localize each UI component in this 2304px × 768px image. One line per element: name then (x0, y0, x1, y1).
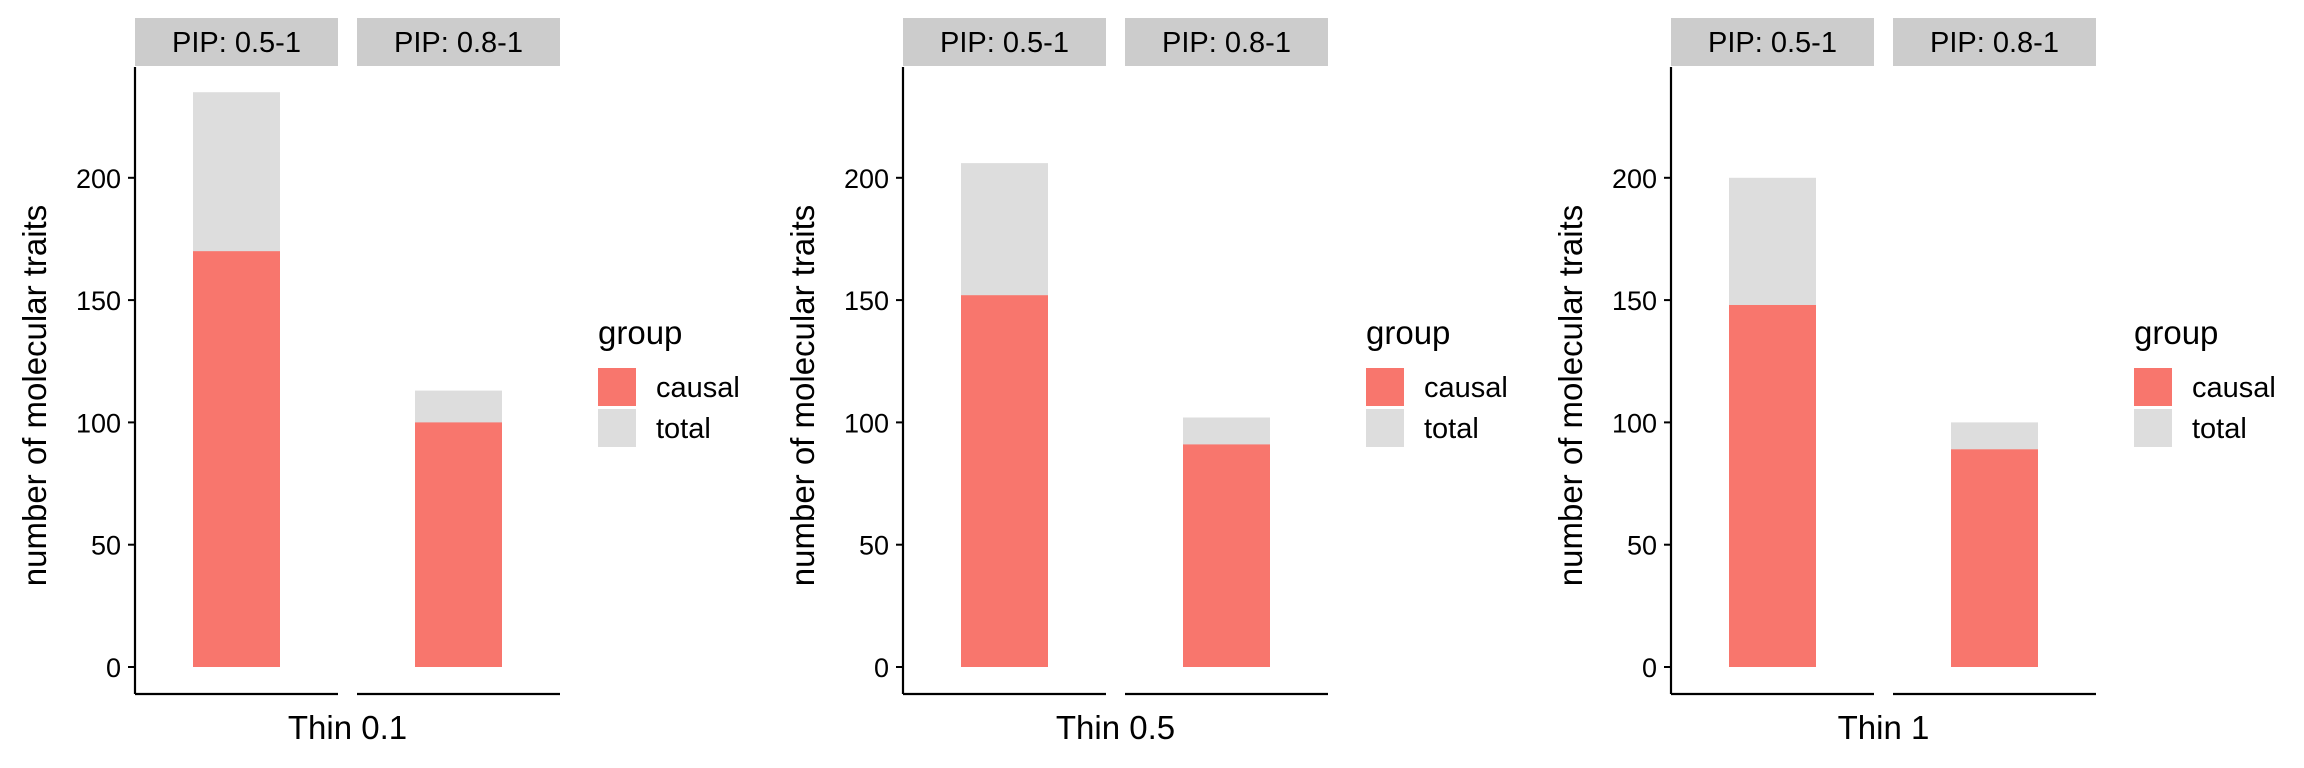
facet-strip-label: PIP: 0.8-1 (1930, 27, 2059, 59)
y-tick-label: 150 (76, 286, 121, 316)
facet-strip-label: PIP: 0.8-1 (394, 27, 523, 59)
y-tick-label: 50 (859, 531, 889, 561)
legend-title: group (2134, 314, 2218, 351)
legend-label-causal: causal (1424, 372, 1508, 404)
y-tick-label: 0 (874, 653, 889, 683)
chart-panel-1: PIP: 0.5-1 PIP: 0.8-1 0 50 100 150 200 number o… (16, 18, 740, 746)
y-tick-label: 150 (844, 286, 889, 316)
y-tick-label: 50 (1627, 531, 1657, 561)
y-tick-label: 150 (1612, 286, 1657, 316)
y-tick-label: 0 (106, 653, 121, 683)
legend-label-total: total (1424, 413, 1479, 445)
legend-label-total: total (656, 413, 711, 445)
facet-strip (1125, 18, 1328, 66)
y-axis-title: number of molecular traits (1552, 205, 1589, 586)
bar-causal (415, 422, 502, 667)
legend-title: group (1366, 314, 1450, 351)
legend-title: group (598, 314, 682, 351)
x-axis-title: Thin 0.1 (288, 709, 407, 746)
facet-strip (1893, 18, 2096, 66)
facet-strip-label: PIP: 0.5-1 (172, 27, 301, 59)
legend-key-total (1366, 409, 1404, 447)
bar-causal (1729, 304, 1816, 667)
bar-causal (1183, 444, 1270, 667)
legend-label-total: total (2192, 413, 2247, 445)
facet-strip-label: PIP: 0.5-1 (940, 27, 1069, 59)
facet-strip-label: PIP: 0.5-1 (1708, 27, 1837, 59)
facet-strip-label: PIP: 0.8-1 (1162, 27, 1291, 59)
y-tick-label: 100 (844, 408, 889, 438)
bar-causal (961, 295, 1048, 667)
bar-causal (193, 251, 280, 667)
legend-label-causal: causal (2192, 372, 2276, 404)
facet-strip (135, 18, 338, 66)
y-tick-label: 200 (844, 164, 889, 194)
x-axis-title: Thin 1 (1838, 709, 1930, 746)
legend-key-causal (598, 368, 636, 406)
legend-key-total (2134, 409, 2172, 447)
y-axis-title: number of molecular traits (16, 205, 53, 586)
y-axis-title: number of molecular traits (784, 205, 821, 586)
y-tick-label: 200 (76, 164, 121, 194)
y-tick-label: 200 (1612, 164, 1657, 194)
bar-causal (1951, 449, 2038, 667)
legend-label-causal: causal (656, 372, 740, 404)
x-axis-title: Thin 0.5 (1056, 709, 1175, 746)
facet-strip (1671, 18, 1874, 66)
facet-strip (903, 18, 1106, 66)
y-tick-label: 100 (76, 408, 121, 438)
legend-key-causal (1366, 368, 1404, 406)
legend-key-total (598, 409, 636, 447)
y-tick-label: 0 (1642, 653, 1657, 683)
y-tick-label: 50 (91, 531, 121, 561)
chart-panel-3: PIP: 0.5-1 PIP: 0.8-1 0 50 100 150 200 number o… (1552, 18, 2276, 746)
y-tick-label: 100 (1612, 408, 1657, 438)
chart-panel-2: PIP: 0.5-1 PIP: 0.8-1 0 50 100 150 200 number o… (784, 18, 1508, 746)
legend-key-causal (2134, 368, 2172, 406)
facet-strip (357, 18, 560, 66)
